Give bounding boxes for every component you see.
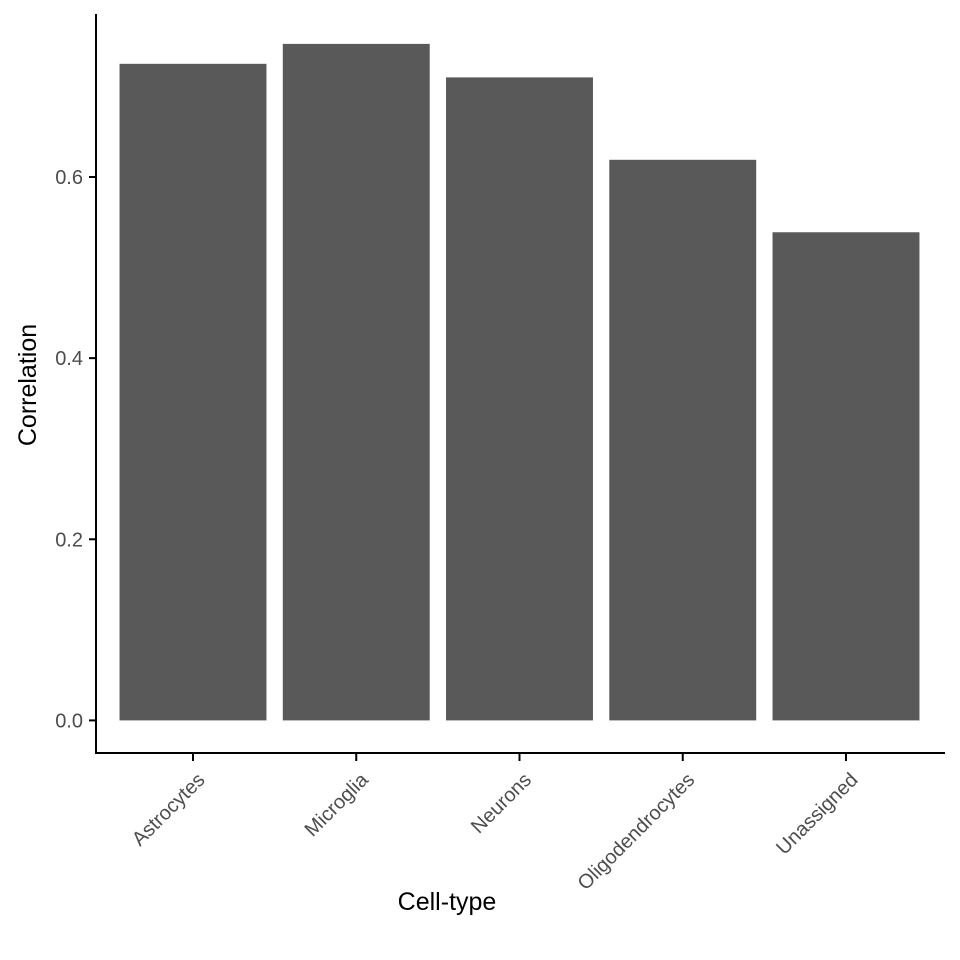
x-tick-label-neurons: Neurons (467, 769, 536, 838)
y-tick-label: 0.2 (55, 529, 83, 551)
y-axis-title: Correlation (14, 324, 42, 446)
y-tick-label: 0.6 (55, 167, 83, 189)
bar-microglia (282, 43, 430, 721)
bar-unassigned (772, 232, 920, 721)
bar-neurons (446, 77, 593, 721)
y-axis-ticks: 0.0 0.2 0.4 0.6 (55, 167, 96, 732)
x-tick-label-unassigned: Unassigned (772, 769, 862, 859)
bar-astrocytes (119, 63, 267, 721)
y-tick-label: 0.0 (55, 710, 83, 732)
x-tick-label-astrocytes: Astrocytes (128, 769, 210, 851)
bar-oligodendrocytes (609, 159, 757, 721)
bars-group (119, 43, 920, 721)
x-tick-label-oligodendrocytes: Oligodendrocytes (574, 769, 700, 895)
x-tick-label-microglia: Microglia (301, 768, 374, 841)
x-axis-ticks: Astrocytes Microglia Neurons Oligodendrocyt… (128, 753, 863, 895)
y-tick-label: 0.4 (55, 348, 83, 370)
x-axis-title: Cell-type (398, 888, 497, 916)
